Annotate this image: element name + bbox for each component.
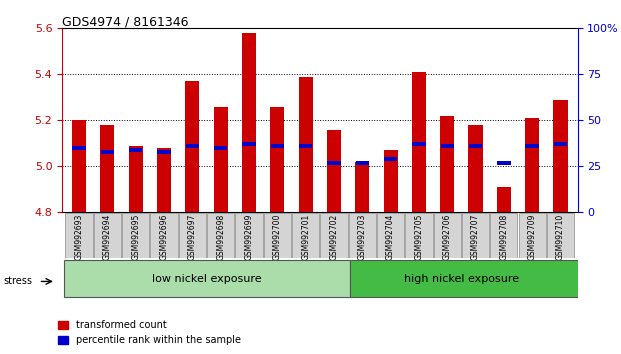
FancyBboxPatch shape — [350, 261, 582, 297]
Text: GSM992705: GSM992705 — [414, 214, 424, 260]
FancyBboxPatch shape — [547, 213, 574, 258]
Text: GSM992708: GSM992708 — [499, 214, 509, 260]
FancyBboxPatch shape — [207, 213, 234, 258]
Bar — [355, 162, 369, 212]
Bar — [157, 150, 171, 154]
Bar — [214, 107, 228, 212]
Text: GSM992706: GSM992706 — [443, 214, 451, 260]
Bar — [356, 161, 369, 165]
Bar — [469, 144, 483, 148]
Bar — [327, 161, 341, 165]
Bar — [327, 130, 341, 212]
Bar — [157, 148, 171, 212]
Bar — [554, 142, 567, 146]
FancyBboxPatch shape — [462, 213, 489, 258]
Bar — [468, 125, 483, 212]
Text: low nickel exposure: low nickel exposure — [152, 274, 261, 284]
Bar — [72, 120, 86, 212]
Text: GSM992696: GSM992696 — [160, 214, 168, 260]
Text: GSM992709: GSM992709 — [528, 214, 537, 260]
Text: stress: stress — [3, 276, 32, 286]
Bar — [242, 142, 256, 146]
Text: GSM992698: GSM992698 — [216, 214, 225, 260]
FancyBboxPatch shape — [349, 213, 376, 258]
Bar — [129, 145, 143, 212]
FancyBboxPatch shape — [264, 213, 291, 258]
Text: GSM992710: GSM992710 — [556, 214, 565, 260]
Text: GSM992700: GSM992700 — [273, 214, 282, 260]
Text: high nickel exposure: high nickel exposure — [404, 274, 519, 284]
Bar — [384, 157, 397, 161]
Bar — [129, 148, 142, 152]
Bar — [101, 150, 114, 154]
Text: GSM992704: GSM992704 — [386, 214, 395, 260]
Bar — [440, 144, 454, 148]
Text: GDS4974 / 8161346: GDS4974 / 8161346 — [62, 16, 189, 29]
Text: GSM992699: GSM992699 — [245, 214, 253, 260]
Text: GSM992694: GSM992694 — [103, 214, 112, 260]
Text: GSM992693: GSM992693 — [75, 214, 84, 260]
FancyBboxPatch shape — [150, 213, 178, 258]
Text: GSM992701: GSM992701 — [301, 214, 310, 260]
Bar — [73, 146, 86, 150]
Bar — [299, 144, 312, 148]
Bar — [412, 72, 426, 212]
FancyBboxPatch shape — [519, 213, 546, 258]
FancyBboxPatch shape — [292, 213, 319, 258]
Legend: transformed count, percentile rank within the sample: transformed count, percentile rank withi… — [55, 316, 245, 349]
Bar — [214, 146, 227, 150]
Bar — [553, 99, 568, 212]
FancyBboxPatch shape — [406, 213, 433, 258]
Bar — [186, 144, 199, 148]
Bar — [525, 144, 539, 148]
Bar — [497, 187, 511, 212]
FancyBboxPatch shape — [320, 213, 348, 258]
Bar — [270, 107, 284, 212]
Bar — [412, 142, 425, 146]
FancyBboxPatch shape — [433, 213, 461, 258]
FancyBboxPatch shape — [179, 213, 206, 258]
Text: GSM992702: GSM992702 — [330, 214, 338, 260]
Text: GSM992695: GSM992695 — [131, 214, 140, 260]
Bar — [101, 125, 114, 212]
Text: GSM992697: GSM992697 — [188, 214, 197, 260]
FancyBboxPatch shape — [63, 261, 350, 297]
Bar — [384, 150, 397, 212]
Bar — [299, 76, 313, 212]
Text: GSM992703: GSM992703 — [358, 214, 367, 260]
Bar — [242, 33, 256, 212]
FancyBboxPatch shape — [491, 213, 517, 258]
Bar — [185, 81, 199, 212]
Bar — [497, 161, 510, 165]
FancyBboxPatch shape — [65, 213, 93, 258]
Text: GSM992707: GSM992707 — [471, 214, 480, 260]
Bar — [271, 144, 284, 148]
FancyBboxPatch shape — [94, 213, 121, 258]
FancyBboxPatch shape — [122, 213, 149, 258]
FancyBboxPatch shape — [377, 213, 404, 258]
Bar — [525, 118, 539, 212]
FancyBboxPatch shape — [235, 213, 263, 258]
Bar — [440, 116, 455, 212]
